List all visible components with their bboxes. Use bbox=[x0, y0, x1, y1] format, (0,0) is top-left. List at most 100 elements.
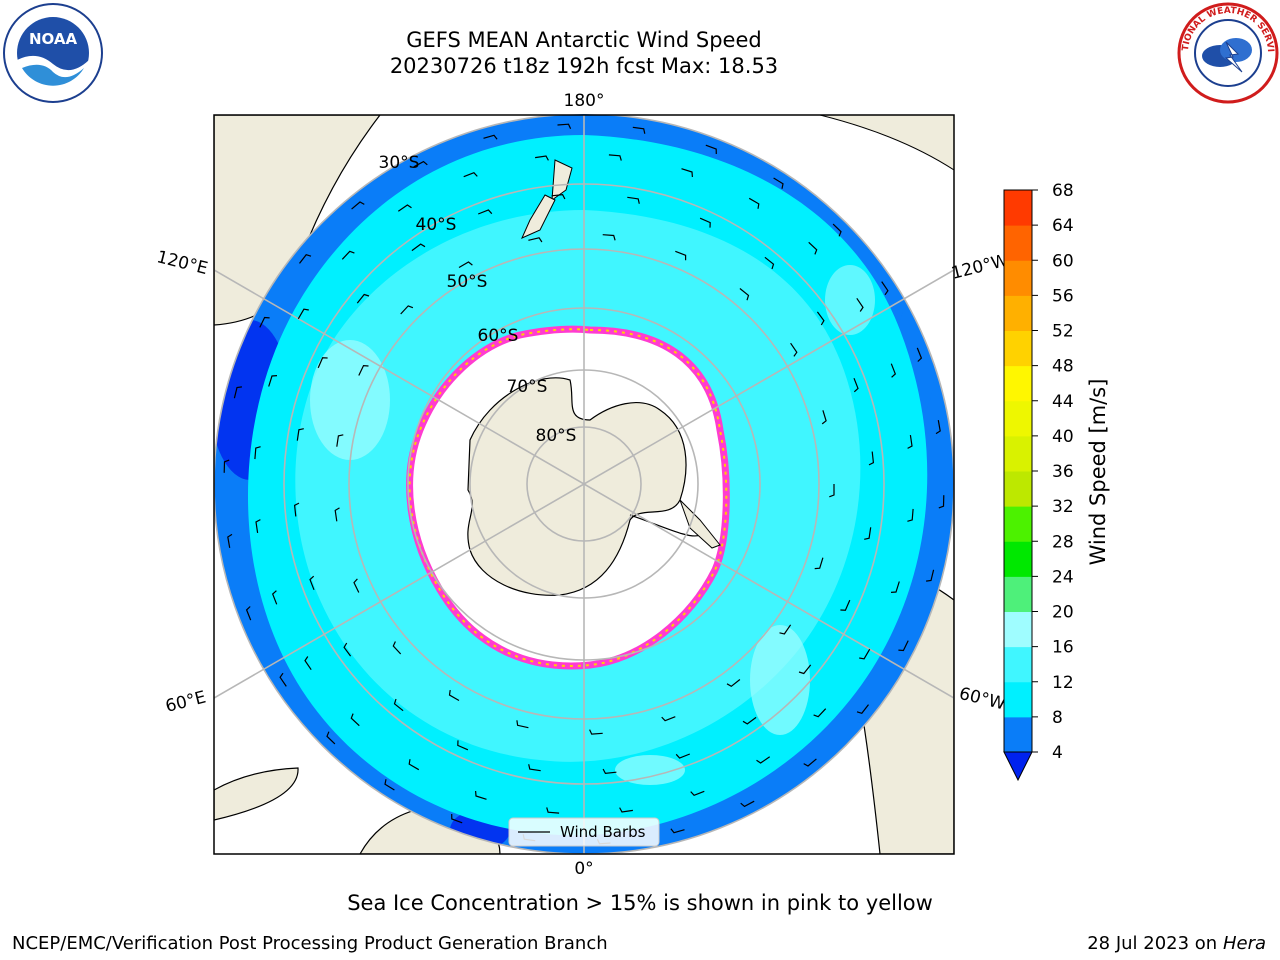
wind-barb bbox=[619, 807, 633, 813]
colorbar-under-triangle bbox=[1003, 751, 1033, 782]
wind-barb bbox=[935, 419, 941, 435]
wind-barb bbox=[341, 250, 355, 260]
footer-machine: Hera bbox=[1222, 933, 1266, 954]
wind-barb bbox=[336, 434, 344, 447]
wind-barb bbox=[463, 171, 478, 178]
colorbar-tick-label: 48 bbox=[1052, 357, 1074, 377]
colorbar-bin bbox=[1004, 506, 1032, 542]
wind-barb bbox=[317, 357, 328, 369]
wind-barb bbox=[798, 664, 812, 675]
lon-label-120w: 120°W bbox=[949, 250, 1010, 283]
wind-barb bbox=[343, 642, 352, 657]
wind-barb bbox=[814, 557, 824, 570]
colorbar-bin bbox=[1004, 681, 1032, 718]
wind-barb bbox=[748, 197, 760, 209]
colorbar-bin bbox=[1004, 716, 1032, 753]
lat-label-30s: 30°S bbox=[379, 153, 420, 173]
wind-barb bbox=[546, 807, 560, 814]
noaa-logo: NOAA bbox=[3, 3, 103, 103]
wind-barb bbox=[326, 731, 336, 745]
wind-barb bbox=[400, 305, 414, 315]
wind-barb bbox=[675, 753, 691, 759]
wind-barb bbox=[756, 756, 771, 764]
wind-barb bbox=[589, 729, 603, 735]
wind-barb bbox=[726, 679, 741, 688]
wind-barb bbox=[483, 134, 498, 140]
colorbar-bin bbox=[1004, 541, 1032, 577]
wind-barb bbox=[699, 217, 711, 228]
wind-barb bbox=[528, 764, 541, 772]
colorbar-tick-label: 28 bbox=[1052, 532, 1074, 552]
colorbar-tick-label: 60 bbox=[1052, 251, 1074, 271]
wind-barb bbox=[938, 495, 945, 509]
lon-label-60e: 60°E bbox=[164, 688, 208, 717]
wind-barb bbox=[254, 446, 261, 460]
wind-barb bbox=[881, 281, 889, 296]
colorbar-tick-label: 24 bbox=[1052, 567, 1074, 587]
wind-barb bbox=[864, 527, 872, 540]
wind-barb bbox=[268, 375, 278, 387]
wind-barb bbox=[739, 288, 750, 301]
colorbar-tick-label: 36 bbox=[1052, 462, 1074, 482]
colorbar-bin bbox=[1004, 260, 1032, 296]
wind-barb bbox=[309, 575, 315, 591]
colorbar-tick-label: 56 bbox=[1052, 286, 1074, 306]
wind-barb bbox=[840, 599, 851, 611]
colorbar-tick-label: 12 bbox=[1052, 673, 1074, 693]
wind-barb bbox=[661, 716, 676, 722]
colorbar-bin bbox=[1004, 471, 1032, 507]
wind-barb bbox=[764, 256, 775, 270]
wind-barb bbox=[451, 813, 463, 824]
wind-barb bbox=[448, 690, 460, 702]
wind-barb bbox=[477, 209, 493, 215]
colorbar-bin bbox=[1004, 295, 1032, 331]
lon-label-180: 180° bbox=[564, 91, 605, 111]
wind-barb bbox=[853, 377, 859, 393]
wind-barb bbox=[868, 451, 875, 466]
wind-barb bbox=[299, 254, 312, 264]
wind-barb bbox=[608, 154, 622, 161]
wind-barb bbox=[681, 168, 693, 178]
wind-barb bbox=[907, 508, 914, 522]
colorbar-tick-label: 4 bbox=[1052, 743, 1063, 763]
lat-label-70s: 70°S bbox=[507, 377, 548, 397]
colorbar-bin bbox=[1004, 400, 1032, 437]
colorbar-tick-label: 52 bbox=[1052, 322, 1074, 342]
wind-barb bbox=[813, 708, 827, 718]
wind-barb bbox=[829, 484, 835, 498]
wind-barb bbox=[557, 123, 572, 129]
colorbar-tick-label: 64 bbox=[1052, 216, 1074, 236]
wind-barb bbox=[411, 243, 426, 252]
wind-barb bbox=[898, 640, 909, 652]
wind-barb bbox=[602, 768, 617, 775]
lat-label-60s: 60°S bbox=[478, 326, 519, 346]
wind-barb bbox=[856, 704, 869, 714]
wind-barb bbox=[223, 459, 230, 473]
wind-barb bbox=[271, 590, 278, 605]
wind-barb bbox=[821, 410, 827, 425]
colorbar-tick-label: 40 bbox=[1052, 427, 1074, 447]
wind-barb bbox=[334, 507, 340, 522]
wind-barb bbox=[773, 177, 784, 189]
wind-barb bbox=[397, 204, 412, 212]
wind-barb bbox=[356, 293, 370, 304]
wind-barb bbox=[293, 502, 300, 517]
wind-barb bbox=[742, 716, 757, 725]
graticule bbox=[214, 115, 954, 854]
wind-barb bbox=[602, 234, 616, 241]
wind-barb bbox=[705, 144, 717, 155]
wind-barb bbox=[296, 428, 304, 441]
lon-label-120e: 120°E bbox=[155, 247, 210, 279]
colorbar-label: Wind Speed [m/s] bbox=[1086, 379, 1110, 566]
wind-barb bbox=[856, 297, 864, 312]
colorbar-tick-label: 20 bbox=[1052, 603, 1074, 623]
wind-barb bbox=[413, 160, 428, 168]
wind-speed-field bbox=[214, 114, 954, 854]
colorbar-bin bbox=[1004, 611, 1032, 648]
lat-label-50s: 50°S bbox=[447, 272, 488, 292]
wind-barb bbox=[457, 740, 469, 751]
wind-barb bbox=[259, 316, 270, 328]
colorbar-bin bbox=[1004, 576, 1032, 612]
